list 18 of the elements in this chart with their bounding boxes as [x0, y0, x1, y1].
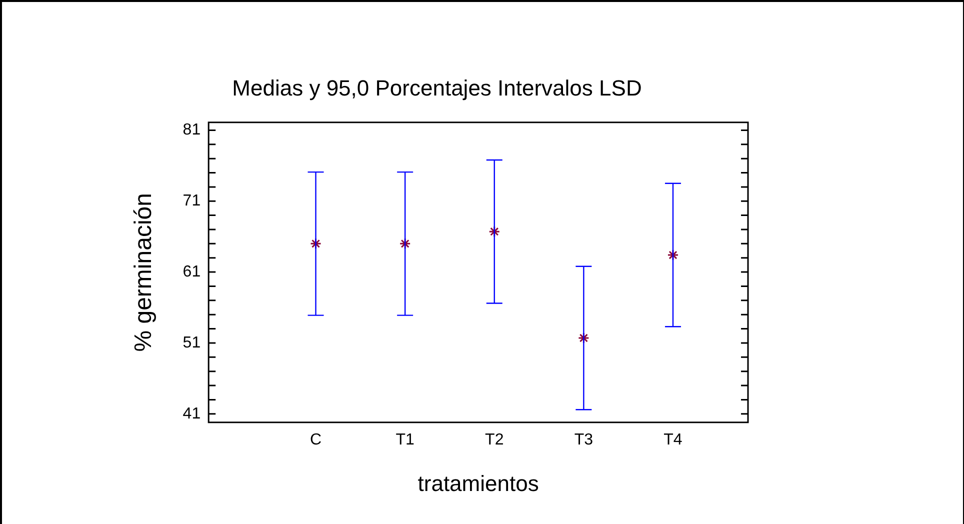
x-tick-label: T4: [664, 431, 682, 448]
y-tick-label: 81: [182, 122, 201, 139]
x-tick-label: T3: [574, 431, 594, 448]
y-tick-label: 41: [182, 405, 201, 422]
y-tick-label: 71: [182, 192, 201, 210]
x-tick-label: C: [310, 431, 322, 448]
point: [578, 332, 590, 344]
chart-title: Medias y 95,0 Porcentajes Intervalos LSD: [232, 75, 642, 100]
x-tick-label: T2: [485, 431, 504, 448]
x-tick-label: T1: [396, 431, 415, 448]
point: [488, 226, 500, 238]
point: [667, 249, 679, 261]
x-axis-title: tratamientos: [418, 470, 539, 496]
y-axis-title: % germinación: [130, 193, 158, 352]
y-tick-label: 51: [182, 334, 201, 352]
point: [399, 238, 411, 250]
point: [310, 238, 322, 250]
y-tick-label: 61: [182, 263, 201, 280]
